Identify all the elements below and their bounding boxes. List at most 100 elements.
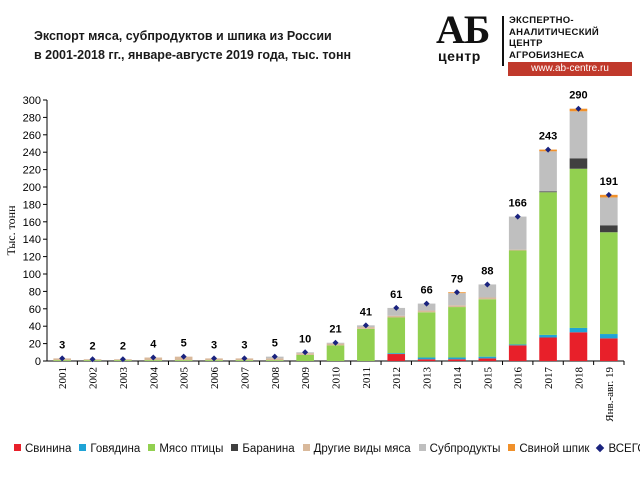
bar-segment bbox=[539, 191, 557, 193]
total-marker bbox=[241, 355, 248, 362]
total-label: 3 bbox=[59, 339, 65, 351]
bar-segment bbox=[539, 334, 557, 338]
bar-segment bbox=[448, 359, 466, 361]
bar-segment bbox=[296, 354, 314, 361]
bar-segment bbox=[357, 328, 375, 361]
bar-segment bbox=[265, 360, 284, 361]
title-line-1: Экспорт мяса, субпродуктов и шпика из Ро… bbox=[34, 29, 332, 43]
legend-label: ВСЕГО bbox=[608, 443, 640, 455]
bar-segment bbox=[417, 303, 436, 311]
bar-segment bbox=[478, 356, 497, 359]
total-marker bbox=[89, 356, 96, 363]
logo-website: www.ab-centre.ru bbox=[508, 62, 632, 76]
legend-swatch bbox=[302, 444, 310, 451]
y-tick-label: 20 bbox=[29, 339, 41, 351]
total-marker bbox=[302, 349, 309, 356]
bar-segment bbox=[387, 307, 406, 316]
legend-swatch bbox=[79, 444, 87, 451]
total-label: 41 bbox=[360, 306, 372, 318]
legend-label: Свиной шпик bbox=[519, 443, 590, 455]
logo-line-4: АГРОБИЗНЕСА bbox=[509, 49, 585, 61]
total-label: 2 bbox=[89, 340, 95, 352]
legend-label: Мясо птицы bbox=[159, 443, 224, 455]
total-marker bbox=[484, 281, 491, 288]
bar-segment bbox=[539, 192, 557, 335]
bar-segment bbox=[326, 345, 345, 361]
logo-mark: АБ bbox=[436, 7, 490, 52]
bar-segment bbox=[600, 338, 618, 361]
x-tick-label: 2010 bbox=[331, 367, 343, 390]
total-marker bbox=[393, 304, 400, 311]
y-tick-label: 0 bbox=[35, 356, 41, 368]
total-label: 66 bbox=[420, 285, 432, 297]
bar-segment bbox=[387, 353, 406, 355]
bar-segment bbox=[508, 249, 527, 251]
x-tick-label: 2018 bbox=[573, 367, 585, 390]
bar-segment bbox=[478, 284, 497, 298]
bar-segment bbox=[569, 158, 588, 169]
total-marker bbox=[119, 356, 126, 363]
bar-segment bbox=[569, 327, 588, 333]
total-marker bbox=[453, 289, 460, 296]
legend-swatch bbox=[231, 444, 239, 451]
y-tick-label: 300 bbox=[23, 95, 41, 107]
legend-item: Свинина bbox=[14, 443, 71, 455]
logo-sub: центр bbox=[438, 48, 481, 64]
legend-label: Субпродукты bbox=[429, 443, 501, 455]
x-tick-label: 2016 bbox=[513, 367, 525, 390]
total-marker bbox=[271, 353, 278, 360]
legend-item: Говядина bbox=[79, 443, 140, 455]
legend-item: Свиной шпик bbox=[508, 443, 589, 455]
total-label: 21 bbox=[329, 324, 341, 336]
total-marker bbox=[211, 355, 218, 362]
x-tick-label: Янв.-авг. 19 bbox=[604, 367, 616, 422]
legend-item-total: ВСЕГО bbox=[596, 443, 640, 455]
bar-segment bbox=[417, 357, 436, 360]
y-tick-label: 280 bbox=[23, 112, 41, 124]
total-label: 3 bbox=[241, 339, 247, 351]
bar-segment bbox=[600, 197, 618, 226]
total-marker bbox=[575, 105, 582, 112]
x-tick-label: 2007 bbox=[239, 367, 251, 390]
total-label: 5 bbox=[181, 338, 187, 350]
ab-centre-logo: АБ центр ЭКСПЕРТНО- АНАЛИТИЧЕСКИЙ ЦЕНТР … bbox=[436, 7, 636, 78]
x-tick-label: 2001 bbox=[57, 367, 69, 389]
total-label: 290 bbox=[569, 90, 587, 102]
bar-segment bbox=[174, 360, 193, 361]
legend-item: Субпродукты bbox=[418, 443, 501, 455]
total-label: 79 bbox=[451, 273, 463, 285]
y-tick-label: 260 bbox=[23, 130, 41, 142]
x-tick-label: 2009 bbox=[300, 367, 312, 390]
bar-segment bbox=[478, 358, 497, 361]
x-tick-label: 2013 bbox=[422, 367, 434, 390]
y-tick-label: 80 bbox=[29, 286, 41, 298]
x-tick-label: 2006 bbox=[209, 367, 221, 390]
legend-item: Баранина bbox=[231, 443, 295, 455]
total-marker bbox=[514, 213, 521, 220]
bar-segment bbox=[448, 293, 466, 306]
legend-label: Другие виды мяса bbox=[313, 443, 411, 455]
total-label: 2 bbox=[120, 340, 126, 352]
x-tick-label: 2005 bbox=[179, 367, 191, 390]
total-label: 191 bbox=[600, 176, 618, 188]
legend-swatch bbox=[148, 444, 156, 451]
y-axis-label: Тыс. тонн bbox=[4, 205, 18, 256]
legend-item: Другие виды мяса bbox=[302, 443, 411, 455]
total-label: 243 bbox=[539, 131, 557, 143]
bar-segment bbox=[600, 232, 618, 335]
logo-line-1: ЭКСПЕРТНО- bbox=[509, 15, 574, 26]
bar-segment bbox=[508, 345, 527, 361]
legend-swatch bbox=[418, 444, 426, 451]
x-tick-label: 2002 bbox=[88, 367, 100, 389]
y-tick-label: 180 bbox=[23, 199, 41, 211]
total-label: 5 bbox=[272, 338, 278, 350]
chart-title: Экспорт мяса, субпродуктов и шпика из Ро… bbox=[34, 27, 351, 65]
legend-swatch bbox=[508, 444, 516, 451]
legend-label: Говядина bbox=[90, 443, 141, 455]
logo-line-3: ЦЕНТР bbox=[509, 38, 543, 49]
y-tick-label: 240 bbox=[23, 147, 41, 159]
x-tick-label: 2012 bbox=[391, 367, 403, 389]
legend-swatch bbox=[14, 444, 21, 451]
legend-diamond-icon bbox=[596, 443, 605, 453]
